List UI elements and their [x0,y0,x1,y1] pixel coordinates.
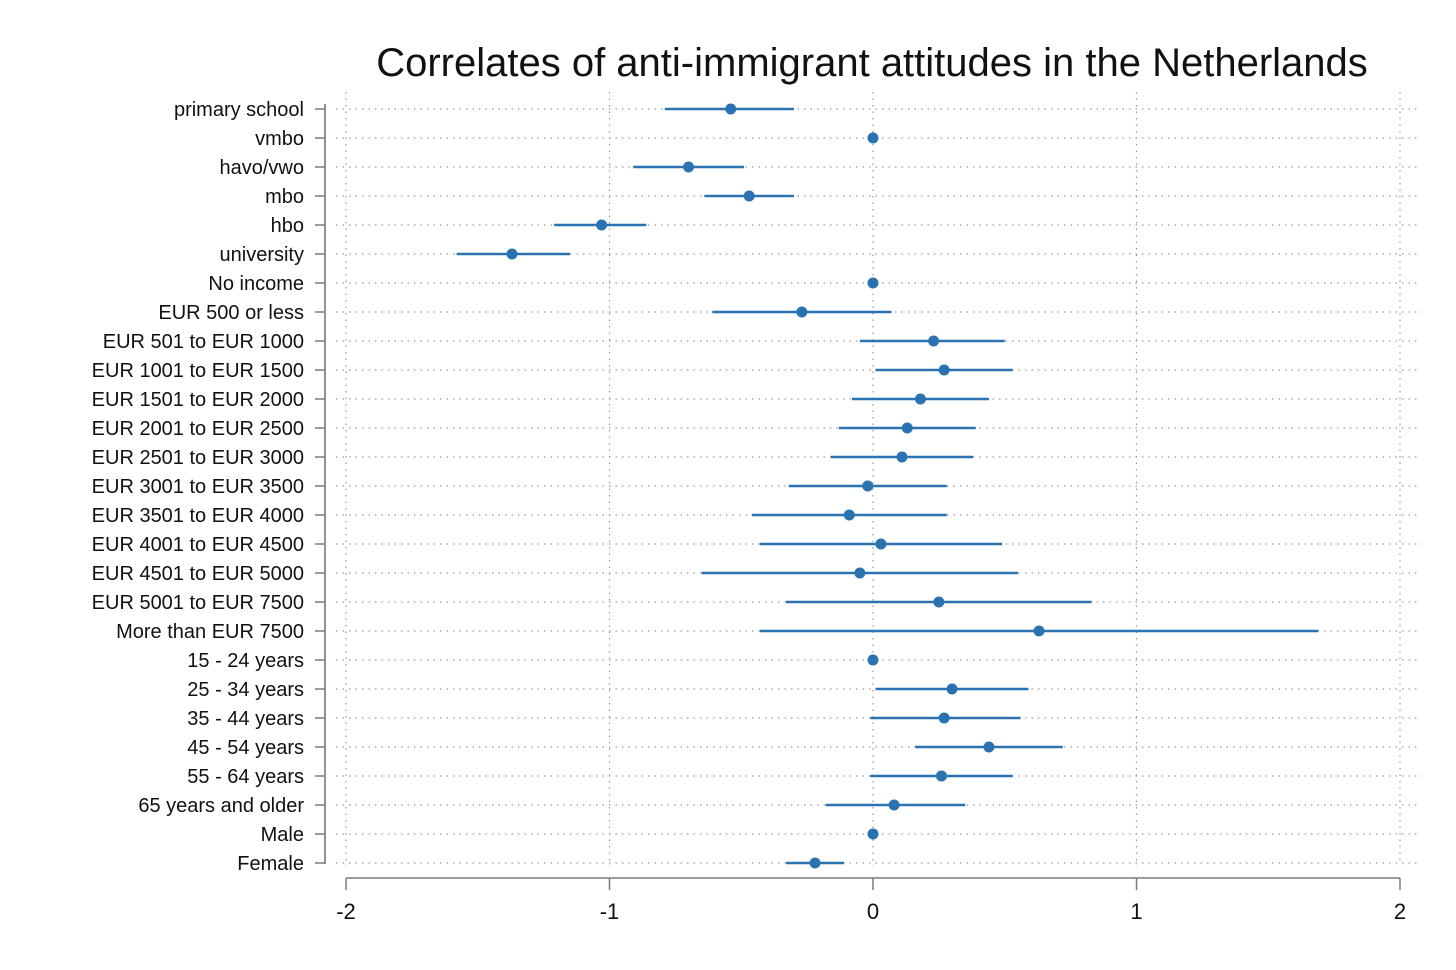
point-estimate [743,190,755,202]
point-estimate [862,480,874,492]
y-tick-label: Female [237,853,304,875]
y-tick-label: No income [208,273,304,295]
point-estimate [683,161,695,173]
y-tick-label: university [220,244,304,266]
point-estimate [875,538,887,550]
y-tick-label: EUR 4501 to EUR 5000 [92,563,304,585]
point-estimate [843,509,855,521]
y-tick-label: havo/vwo [220,157,305,179]
point-estimate [809,857,821,869]
y-tick-label: 35 - 44 years [187,708,304,730]
point-estimate [901,422,913,434]
point-estimate [933,596,945,608]
x-tick-label: 0 [867,899,879,924]
y-tick-label: EUR 2001 to EUR 2500 [92,418,304,440]
y-tick-label: 25 - 34 years [187,679,304,701]
y-tick-label: EUR 4001 to EUR 4500 [92,534,304,556]
point-estimate [867,132,879,144]
gridlines [336,92,1420,866]
y-tick-label: EUR 1501 to EUR 2000 [92,389,304,411]
y-tick-label: 65 years and older [138,795,304,817]
y-tick-label: EUR 2501 to EUR 3000 [92,447,304,469]
point-estimate [867,277,879,289]
point-estimate [867,828,879,840]
y-tick-label: 15 - 24 years [187,650,304,672]
y-tick-label: EUR 3001 to EUR 3500 [92,476,304,498]
y-tick-label: EUR 5001 to EUR 7500 [92,592,304,614]
point-estimate [725,103,737,115]
y-tick-label: mbo [265,186,304,208]
point-estimate [854,567,866,579]
y-tick-label: Male [261,824,304,846]
y-tick-label: primary school [174,99,304,121]
point-estimate [946,683,958,695]
y-tick-label: More than EUR 7500 [116,621,304,643]
y-tick-label: EUR 1001 to EUR 1500 [92,360,304,382]
y-tick-label: EUR 3501 to EUR 4000 [92,505,304,527]
y-tick-label: EUR 500 or less [158,302,304,324]
x-tick-label: 1 [1130,899,1142,924]
point-estimate [896,451,908,463]
point-estimate [938,364,950,376]
x-tick-label: -1 [600,899,620,924]
point-estimate [914,393,926,405]
y-tick-label: 45 - 54 years [187,737,304,759]
point-estimate [796,306,808,318]
point-estimate [936,770,948,782]
point-estimate [983,741,995,753]
y-tick-label: hbo [271,215,304,237]
point-estimate [506,248,518,260]
point-estimate [938,712,950,724]
chart-title: Correlates of anti-immigrant attitudes i… [376,41,1368,85]
point-estimate [888,799,900,811]
x-tick-label: -2 [336,899,356,924]
point-estimate [596,219,608,231]
y-tick-label: 55 - 64 years [187,766,304,788]
x-tick-label: 2 [1394,899,1406,924]
point-estimate [867,654,879,666]
axes: primary school vmbo havo/vwo mbo hbo universi… [92,99,1406,924]
point-estimate [928,335,940,347]
y-tick-label: EUR 501 to EUR 1000 [103,331,304,353]
point-estimate [1033,625,1045,637]
y-tick-label: vmbo [255,128,304,150]
plot-marks [456,103,1319,869]
